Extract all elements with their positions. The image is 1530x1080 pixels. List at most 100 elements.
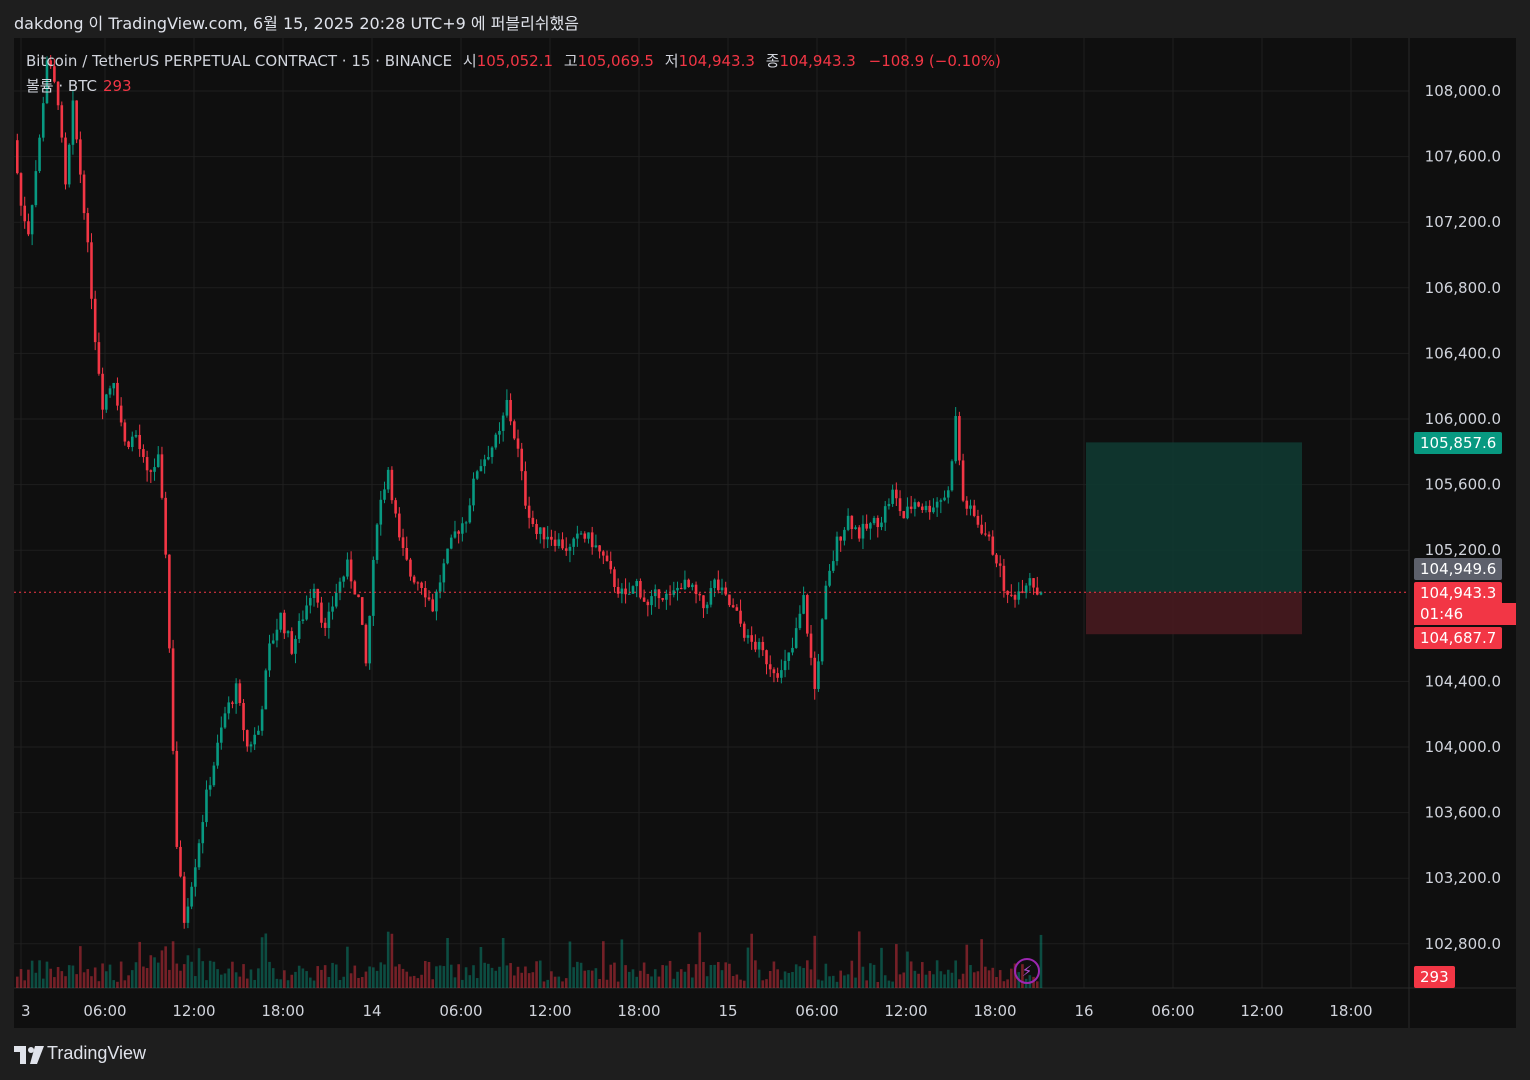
candle-body [639,581,642,598]
candle-body [449,537,453,549]
candle-body [950,461,954,491]
candle-body [164,497,167,555]
time-tick-label: 18:00 [261,1002,304,1020]
candle-body [271,640,275,644]
volume-bar [906,951,909,988]
volume-bar [550,971,553,988]
candle-body [768,664,772,670]
candle-body [746,635,750,638]
candle-body [505,399,509,416]
candle-body [687,579,690,588]
volume-bar [501,937,505,988]
candle-body [616,586,620,594]
chart-pane[interactable]: 108,000.0 107,600.0 107,200.0 106,800.0 106,… [14,38,1516,1028]
candle-body [394,500,397,514]
volume-bar [954,960,957,988]
candle-body [190,886,193,907]
volume-bar [542,981,546,988]
volume-bar [164,946,167,988]
price-tick-label: 103,200.0 [1425,869,1501,887]
volume-bar [843,975,846,988]
volume-bar [27,969,30,988]
volume-bar [579,962,583,988]
volume-bar [691,977,694,988]
volume-bar [824,963,828,988]
candle-body [631,586,635,594]
time-tick-label: 06:00 [83,1002,126,1020]
candle-body [138,434,141,450]
volume-bar [998,970,1002,988]
price-tick-label: 102,800.0 [1425,935,1501,953]
candle-body [857,527,861,539]
volume-bar [527,973,531,988]
volume-bar [49,968,52,988]
volume-bar [379,962,383,988]
candle-body [179,846,182,877]
candle-body [969,505,972,509]
volume-bar [650,976,653,988]
volume-label[interactable]: 볼륨 · BTC [26,77,97,95]
candle-body [835,536,839,562]
candle-body [153,467,156,472]
volume-bar [342,976,345,988]
volume-bar [531,972,535,988]
candle-body [813,657,817,689]
candle-body [650,596,653,606]
volume-bar [171,941,175,988]
volume-bar [498,966,501,988]
volume-bar [390,933,394,988]
time-tick-label: 12:00 [172,1002,215,1020]
candle-body [991,536,995,555]
volume-bar [620,939,624,988]
candle-body [208,785,212,790]
volume-bar [179,970,182,988]
volume-bar [353,965,357,988]
candle-body [527,505,531,518]
volume-bar [516,966,520,988]
candle-body [264,670,268,710]
candle-body [980,524,983,534]
volume-bar [1002,981,1006,988]
candle-body [1024,585,1028,593]
candle-body [531,517,535,525]
volume-bar [772,961,776,988]
volume-bar [991,967,995,988]
candle-body [972,505,976,516]
volume-bar [564,978,568,988]
volume-bar [969,965,972,988]
candle-body [509,399,512,422]
volume-bar [646,973,650,988]
tradingview-logo-icon [14,1046,44,1064]
volume-bar [108,964,112,988]
candle-body [794,628,798,648]
candle-body [368,615,371,664]
candle-body [257,730,260,735]
volume-bar [312,980,316,988]
volume-bar [750,933,753,988]
candle-body [524,471,527,506]
candle-body [468,505,472,523]
candle-body [53,66,56,82]
volume-bar [394,966,397,988]
candle-body [372,559,375,616]
candle-body [30,205,34,235]
volume-bar [561,981,564,988]
candle-body [175,750,179,847]
volume-bar [735,974,739,988]
candle-body [742,623,746,638]
volume-bar [705,976,709,988]
candle-body [27,221,30,235]
lightning-alert-icon[interactable]: ⚡ [1014,958,1040,984]
high-label: 고 [563,52,578,70]
publish-line: dakdong 이 TradingView.com, 6월 15, 2025 2… [14,14,580,33]
current-price-tag: 104,943.3 [1414,582,1503,604]
volume-bar [887,980,891,988]
volume-bar [309,977,312,988]
candle-body [579,533,583,535]
chart-canvas[interactable]: 108,000.0 107,600.0 107,200.0 106,800.0 106,… [14,38,1516,1028]
volume-bar [219,974,223,988]
volume-bar [275,978,279,988]
volume-bar [572,967,575,988]
symbol-title[interactable]: Bitcoin / TetherUS PERPETUAL CONTRACT · … [26,52,453,70]
candle-body [984,533,987,535]
